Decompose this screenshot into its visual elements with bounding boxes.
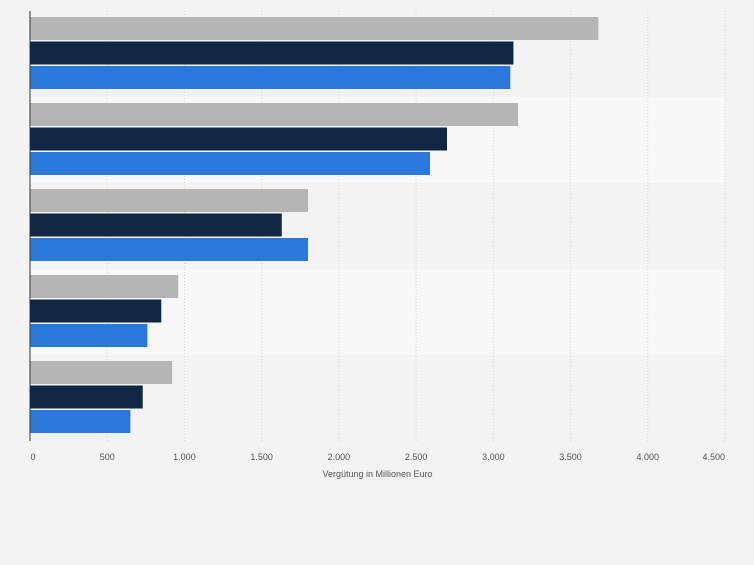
bar <box>30 41 514 65</box>
bar <box>30 127 447 151</box>
x-tick-label: 0 <box>30 452 35 462</box>
bar <box>30 275 179 298</box>
x-tick-label: 3.500 <box>559 452 582 462</box>
bar <box>30 361 173 384</box>
x-tick-label: 2.500 <box>405 452 428 462</box>
x-tick-label: 2.000 <box>328 452 351 462</box>
x-tick-label: 4.500 <box>702 452 725 462</box>
bar <box>30 17 599 40</box>
x-axis-label: Vergütung in Millionen Euro <box>322 469 432 479</box>
bar <box>30 299 162 323</box>
bar <box>30 152 431 175</box>
x-tick-labels: 0 500 1.000 1.500 2.000 2.500 3.000 3.500 4.000 4… <box>30 452 725 462</box>
bars <box>30 17 599 433</box>
bar <box>30 410 131 433</box>
bar <box>30 238 308 261</box>
bar <box>30 213 282 237</box>
x-tick-label: 4.000 <box>637 452 660 462</box>
x-tick-label: 500 <box>100 452 115 462</box>
bar <box>30 324 148 347</box>
x-tick-label: 3.000 <box>482 452 505 462</box>
bar <box>30 385 143 409</box>
x-tick-label: 1.500 <box>250 452 273 462</box>
bar <box>30 66 511 89</box>
x-tick-label: 1.000 <box>173 452 196 462</box>
bar <box>30 103 519 126</box>
bar <box>30 189 308 212</box>
